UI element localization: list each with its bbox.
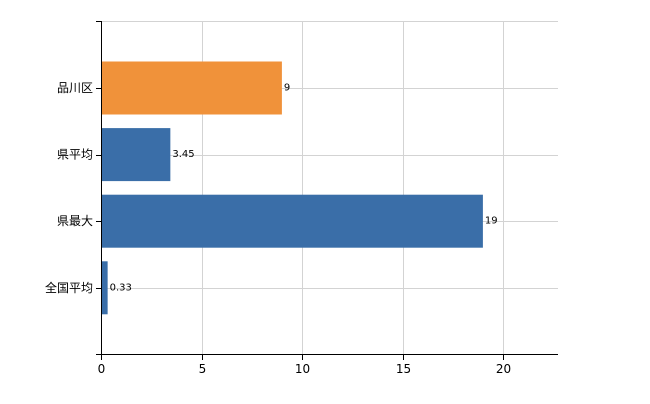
axes: [96, 21, 558, 360]
x-tick-label: 20: [496, 362, 511, 376]
data-label: 0.33: [110, 282, 132, 293]
bars: [101, 61, 483, 315]
category-label: 全国平均: [45, 280, 93, 295]
x-tick-label: 0: [98, 362, 106, 376]
category-label: 品川区: [57, 81, 93, 95]
bar-2: [101, 128, 171, 182]
bar-3: [101, 194, 483, 248]
x-tick-label: 10: [295, 362, 310, 376]
x-tick-label: 5: [199, 362, 207, 376]
bar-1: [101, 61, 282, 115]
x-tick-label: 15: [396, 362, 411, 376]
data-label: 3.45: [172, 149, 194, 160]
category-label: 県最大: [57, 214, 93, 228]
data-label: 19: [485, 216, 498, 227]
category-label: 県平均: [57, 148, 93, 162]
data-label: 9: [284, 83, 290, 94]
bar-4: [101, 261, 108, 315]
